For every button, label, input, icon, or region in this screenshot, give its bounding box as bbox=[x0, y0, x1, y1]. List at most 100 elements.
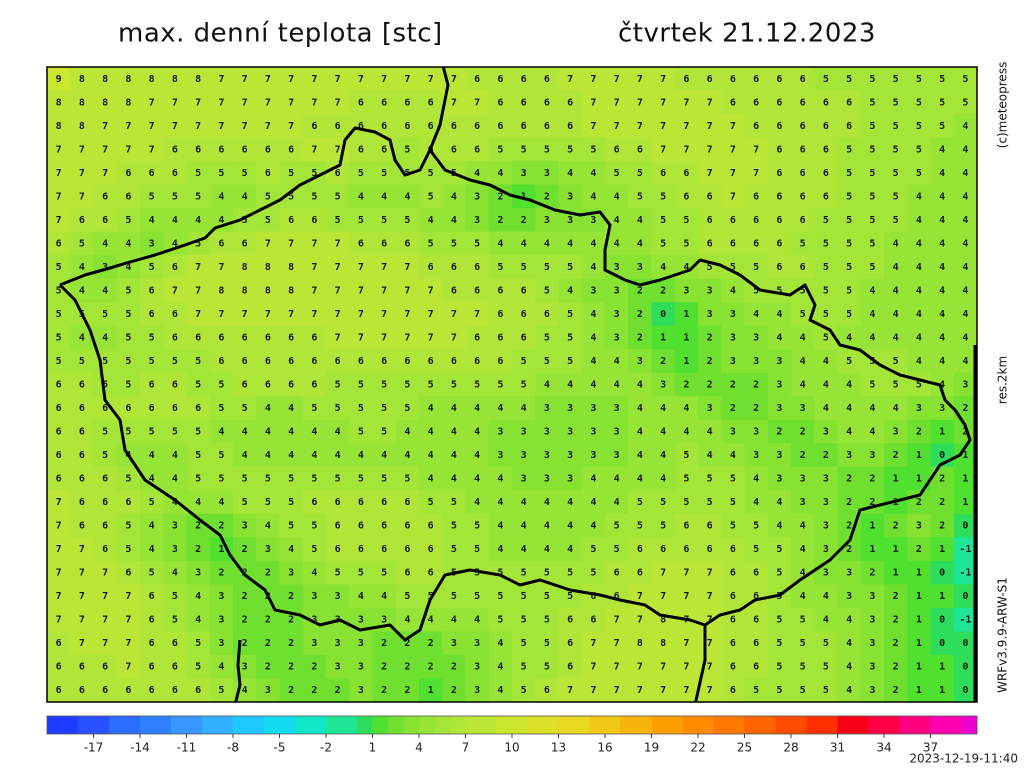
temperature-value: 6 bbox=[497, 356, 503, 367]
temperature-cell bbox=[605, 231, 629, 256]
temperature-cell bbox=[953, 584, 977, 609]
temperature-cell bbox=[791, 584, 815, 609]
temperature-value: 4 bbox=[335, 427, 341, 438]
colorbar-box bbox=[295, 716, 311, 734]
temperature-value: 3 bbox=[544, 474, 550, 485]
temperature-cell bbox=[93, 67, 118, 92]
temperature-cell bbox=[930, 325, 955, 350]
temperature-value: 6 bbox=[358, 144, 364, 155]
temperature-value: 6 bbox=[265, 144, 271, 155]
temperature-cell bbox=[837, 560, 862, 586]
temperature-value: 7 bbox=[265, 238, 271, 249]
temperature-cell bbox=[209, 184, 234, 209]
temperature-value: 5 bbox=[125, 474, 131, 485]
temperature-cell bbox=[512, 419, 536, 444]
temperature-value: 5 bbox=[962, 97, 968, 108]
temperature-value: 2 bbox=[544, 191, 550, 202]
temperature-value: 5 bbox=[358, 215, 364, 226]
temperature-cell bbox=[442, 302, 467, 327]
temperature-value: 2 bbox=[288, 615, 294, 626]
temperature-value: 2 bbox=[265, 568, 271, 579]
temperature-value: 4 bbox=[660, 427, 666, 438]
temperature-cell bbox=[535, 161, 560, 186]
temperature-cell bbox=[395, 443, 420, 468]
temperature-cell bbox=[47, 443, 71, 468]
temperature-cell bbox=[233, 90, 257, 115]
temperature-value: 4 bbox=[474, 168, 480, 179]
temperature-cell bbox=[953, 67, 977, 92]
temperature-value: 6 bbox=[102, 521, 108, 532]
temperature-cell bbox=[535, 325, 560, 350]
temperature-cell bbox=[488, 67, 513, 92]
temperature-value: 3 bbox=[823, 521, 829, 532]
temperature-cell bbox=[209, 161, 234, 186]
temperature-value: 6 bbox=[428, 521, 434, 532]
temperature-value: 6 bbox=[218, 144, 224, 155]
temperature-value: 2 bbox=[404, 662, 410, 673]
temperature-value: 5 bbox=[776, 285, 782, 296]
temperature-cell bbox=[651, 325, 676, 350]
temperature-cell bbox=[279, 419, 304, 444]
temperature-cell bbox=[163, 208, 188, 233]
temperature-cell bbox=[721, 631, 746, 656]
temperature-value: 6 bbox=[753, 121, 759, 132]
temperature-value: 7 bbox=[381, 262, 387, 273]
colorbar-box bbox=[341, 716, 358, 734]
temperature-cell bbox=[930, 231, 955, 256]
temperature-value: 4 bbox=[288, 403, 294, 414]
temperature-value: 6 bbox=[195, 144, 201, 155]
temperature-cell bbox=[140, 654, 164, 680]
temperature-value: 2 bbox=[800, 427, 806, 438]
temperature-value: 7 bbox=[218, 121, 224, 132]
temperature-value: 6 bbox=[451, 121, 457, 132]
temperature-cell bbox=[907, 302, 932, 327]
temperature-cell bbox=[674, 325, 699, 350]
temperature-cell bbox=[907, 114, 932, 139]
temperature-value: 6 bbox=[149, 638, 155, 649]
temperature-cell bbox=[93, 607, 118, 633]
temperature-cell bbox=[814, 654, 839, 680]
temperature-value: 5 bbox=[451, 544, 457, 555]
temperature-cell bbox=[372, 184, 397, 209]
temperature-cell bbox=[233, 443, 257, 468]
temperature-value: 4 bbox=[800, 591, 806, 602]
temperature-cell bbox=[512, 537, 536, 562]
temperature-cell bbox=[209, 302, 234, 327]
temperature-cell bbox=[442, 443, 467, 468]
temperature-cell bbox=[628, 443, 653, 468]
temperature-value: 8 bbox=[172, 74, 178, 85]
temperature-cell bbox=[953, 231, 977, 256]
temperature-value: 4 bbox=[846, 332, 852, 343]
temperature-value: 6 bbox=[428, 568, 434, 579]
temperature-cell bbox=[465, 678, 490, 702]
temperature-cell bbox=[395, 231, 420, 256]
temperature-cell bbox=[605, 67, 629, 92]
temperature-value: 5 bbox=[451, 238, 457, 249]
temperature-cell bbox=[721, 302, 746, 327]
temperature-value: 5 bbox=[707, 474, 713, 485]
temperature-value: 4 bbox=[544, 238, 550, 249]
temperature-value: 4 bbox=[916, 285, 922, 296]
temperature-value: 4 bbox=[381, 191, 387, 202]
temperature-value: 0 bbox=[962, 638, 968, 649]
temperature-cell bbox=[512, 490, 536, 515]
temperature-cell bbox=[628, 302, 653, 327]
temperature-cell bbox=[744, 255, 769, 280]
temperature-cell bbox=[535, 67, 560, 92]
colorbar-box bbox=[93, 716, 110, 734]
temperature-value: 3 bbox=[567, 474, 573, 485]
temperature-value: 4 bbox=[404, 191, 410, 202]
temperature-value: 3 bbox=[335, 662, 341, 673]
colorbar-label: -14 bbox=[130, 741, 150, 755]
temperature-cell bbox=[233, 372, 257, 397]
temperature-value: 4 bbox=[358, 450, 364, 461]
temperature-value: 5 bbox=[776, 685, 782, 696]
temperature-cell bbox=[791, 90, 815, 115]
temperature-value: 2 bbox=[381, 685, 387, 696]
temperature-value: 4 bbox=[846, 380, 852, 391]
temperature-value: 6 bbox=[381, 356, 387, 367]
temperature-value: 5 bbox=[56, 262, 62, 273]
temperature-cell bbox=[698, 678, 722, 702]
temperature-cell bbox=[372, 90, 397, 115]
temperature-cell bbox=[767, 631, 792, 656]
